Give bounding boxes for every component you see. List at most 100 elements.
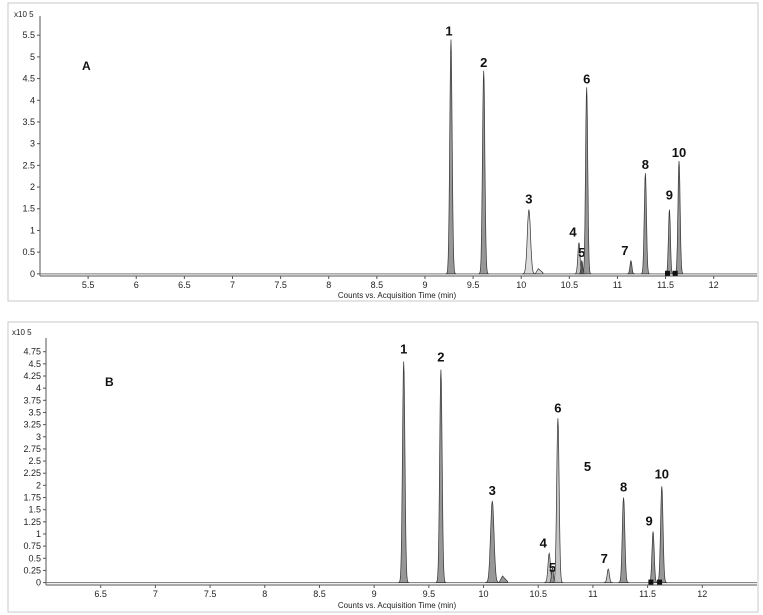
x-tick-label: 10 <box>479 589 489 599</box>
peak-label: 3 <box>525 192 532 207</box>
y-tick-label: 3.5 <box>22 117 35 127</box>
x-tick-label: 9 <box>372 589 377 599</box>
y-tick-label: 3.25 <box>23 420 41 430</box>
x-tick-label: 10.5 <box>529 589 547 599</box>
y-tick-label: 4.5 <box>28 359 41 369</box>
y-tick-label: 1.5 <box>22 204 35 214</box>
y-tick-label: 0 <box>30 269 35 279</box>
x-tick-label: 11 <box>588 589 597 599</box>
peak-label: 6 <box>583 71 590 86</box>
peak-6 <box>582 87 592 275</box>
peak-label: 5 <box>578 245 585 260</box>
peak-label: 7 <box>601 551 608 566</box>
peak-10 <box>674 160 684 275</box>
x-tick-label: 11.5 <box>657 280 674 290</box>
baseline-marker <box>648 579 654 585</box>
x-tick-label: 7.5 <box>274 280 287 290</box>
y-tick-label: 0.25 <box>23 565 41 575</box>
x-tick-label: 9.5 <box>467 280 480 290</box>
peak-1 <box>398 361 409 583</box>
peak-2 <box>435 369 447 583</box>
panel-a-y-multiplier: x10 5 <box>14 10 34 19</box>
peak-label: 2 <box>437 350 444 365</box>
peak-label: 8 <box>620 480 627 495</box>
y-tick-label: 4 <box>36 383 41 393</box>
y-tick-label: 3.75 <box>23 395 41 405</box>
x-tick-label: 9 <box>422 280 427 290</box>
x-tick-label: 8 <box>326 280 331 290</box>
x-tick-label: 10.5 <box>561 280 579 290</box>
peak-label: 2 <box>480 55 487 70</box>
x-tick-label: 6.5 <box>178 280 191 290</box>
y-tick-label: 5.5 <box>22 30 35 40</box>
y-tick-label: 2.5 <box>22 160 35 170</box>
y-tick-label: 3 <box>36 432 41 442</box>
y-tick-label: 4.5 <box>22 74 35 84</box>
peak-3 <box>485 500 509 583</box>
peak-7 <box>603 568 613 583</box>
panel-a-chart: 5.5 6 6.5 7 7.5 8 8.5 9 9.5 10 10.5 11 11.5 1200.511.… <box>22 16 757 290</box>
y-tick-label: 3.5 <box>28 407 41 417</box>
baseline-marker <box>672 270 678 276</box>
panel-a-x-axis-label: Counts vs. Acquisition Time (min) <box>338 291 457 300</box>
y-tick-label: 0.5 <box>28 553 41 563</box>
x-tick-label: 9.5 <box>423 589 436 599</box>
panel-b-y-multiplier: x10 5 <box>12 328 32 337</box>
panel-b-x-axis-label: Counts vs. Acquisition Time (min) <box>338 601 457 610</box>
y-tick-label: 0.75 <box>23 541 41 551</box>
y-tick-label: 4.75 <box>23 347 41 357</box>
peak-label: 8 <box>642 157 649 172</box>
panel-b-letter: B <box>105 375 114 389</box>
peak-label: 3 <box>489 483 496 498</box>
y-tick-label: 2 <box>30 182 35 192</box>
x-tick-label: 11 <box>613 280 622 290</box>
x-tick-label: 7 <box>153 589 158 599</box>
peak-label: 4 <box>569 225 577 240</box>
x-tick-label: 8 <box>262 589 267 599</box>
x-tick-label: 12 <box>697 589 707 599</box>
baseline-marker <box>665 270 670 276</box>
peak-label: 9 <box>645 514 652 529</box>
peak-label: 7 <box>621 243 628 258</box>
peak-1 <box>445 39 456 275</box>
y-tick-label: 1 <box>30 225 35 235</box>
y-tick-label: 1.25 <box>23 517 41 527</box>
peak-6 <box>552 418 564 583</box>
x-tick-label: 8.5 <box>313 589 326 599</box>
panel-a-letter: A <box>82 59 91 73</box>
x-tick-label: 8.5 <box>371 280 384 290</box>
peak-label: 1 <box>445 24 452 39</box>
peak-7 <box>627 259 635 275</box>
x-tick-label: 6 <box>134 280 139 290</box>
x-tick-label: 11.5 <box>639 589 656 599</box>
x-tick-label: 12 <box>709 280 719 290</box>
peak-2 <box>478 70 489 275</box>
y-tick-label: 4 <box>30 95 35 105</box>
peak-label: 4 <box>540 535 548 550</box>
y-tick-label: 2.25 <box>23 468 41 478</box>
peak-label: 10 <box>672 145 686 160</box>
x-tick-label: 6.5 <box>94 589 107 599</box>
y-tick-label: 2.75 <box>23 444 41 454</box>
peak-label: 10 <box>655 466 669 481</box>
panel-a-frame <box>7 2 759 302</box>
y-tick-label: 0 <box>36 578 41 588</box>
y-tick-label: 3 <box>30 139 35 149</box>
y-tick-label: 5 <box>30 52 35 62</box>
y-tick-label: 2 <box>36 480 41 490</box>
panel-b-chart: 6.5 7 7.5 8 8.5 9 9.5 10 10.5 11 11.5 1200.250.50.7… <box>23 338 757 599</box>
peak-8 <box>618 497 629 583</box>
x-tick-label: 7 <box>230 280 235 290</box>
x-tick-label: 10 <box>516 280 526 290</box>
y-tick-label: 1 <box>36 529 41 539</box>
peak-label: 9 <box>666 188 673 203</box>
x-tick-label: 7.5 <box>204 589 217 599</box>
peak-annotation: 5 <box>584 459 591 474</box>
y-tick-label: 1.75 <box>23 493 41 503</box>
panel-b-frame <box>7 321 759 613</box>
peak-label: 6 <box>554 400 561 415</box>
peak-label: 5 <box>549 560 556 575</box>
x-tick-label: 5.5 <box>82 280 95 290</box>
y-tick-label: 4.25 <box>23 371 41 381</box>
